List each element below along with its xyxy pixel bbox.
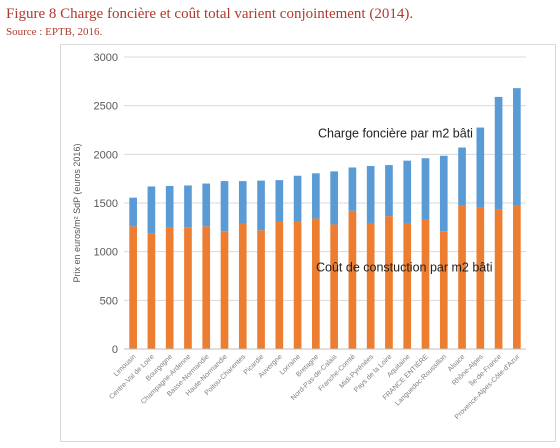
bar-charge-fonciere [184,185,192,228]
bar-cout-construction [385,216,393,349]
figure-source: Source : EPTB, 2016. [6,26,103,38]
y-tick-label: 2500 [94,101,118,113]
bar-cout-construction [184,227,192,349]
bar-cout-construction [330,224,338,349]
y-axis-label: Prix en euros/m² SdP (euros 2016) [72,144,82,283]
annotation-charge-fonciere: Charge foncière par m2 bâti [318,126,473,140]
bar-charge-fonciere [257,180,265,231]
bar-cout-construction [513,205,521,349]
bar-cout-construction [220,231,229,349]
bar-charge-fonciere [366,166,375,223]
y-tick-label: 500 [100,295,118,307]
bar-charge-fonciere [513,88,521,206]
bar-cout-construction [275,221,284,349]
bar-cout-construction [293,221,302,349]
bar-cout-construction [494,209,503,349]
y-tick-labels: 0 500 1000 1500 2000 2500 3000 [94,52,118,356]
bar-charge-fonciere [403,160,412,223]
bars [129,88,521,349]
bar-cout-construction [366,222,375,349]
bar-cout-construction [238,223,247,349]
bar-charge-fonciere [165,185,174,228]
bar-charge-fonciere [220,181,229,232]
bar-charge-fonciere [147,186,156,234]
chart-frame [60,44,556,442]
y-tick-label: 0 [112,344,118,356]
y-tick-label: 2000 [94,149,118,161]
bar-charge-fonciere [348,167,357,211]
bar-charge-fonciere [458,147,466,206]
bar-charge-fonciere [439,155,448,232]
figure-title: Figure 8 Charge foncière et coût total v… [6,6,414,22]
bar-charge-fonciere [421,158,430,220]
y-tick-label: 1500 [94,198,118,210]
bar-charge-fonciere [494,96,503,210]
bar-charge-fonciere [385,165,393,217]
y-tick-label: 1000 [94,247,118,259]
bar-cout-construction [147,233,156,349]
bar-cout-construction [458,205,466,349]
bar-charge-fonciere [330,171,338,225]
bar-charge-fonciere [275,180,284,222]
bar-cout-construction [129,226,137,349]
y-tick-label: 3000 [94,52,118,64]
bar-charge-fonciere [238,181,247,224]
bar-charge-fonciere [202,183,211,227]
bar-cout-construction [257,230,265,349]
bar-cout-construction [202,226,211,349]
annotation-cout-construction: Coût de constuction par m2 bâti [316,261,493,275]
bar-charge-fonciere [312,173,320,219]
bar-cout-construction [403,222,412,349]
bar-cout-construction [421,219,430,349]
bar-cout-construction [312,218,320,349]
bar-cout-construction [439,231,448,349]
bar-cout-construction [476,207,485,349]
bar-cout-construction [165,227,174,349]
bar-cout-construction [348,210,357,349]
bar-charge-fonciere [129,197,137,227]
bar-charge-fonciere [293,175,302,222]
bar-charge-fonciere [476,127,485,208]
